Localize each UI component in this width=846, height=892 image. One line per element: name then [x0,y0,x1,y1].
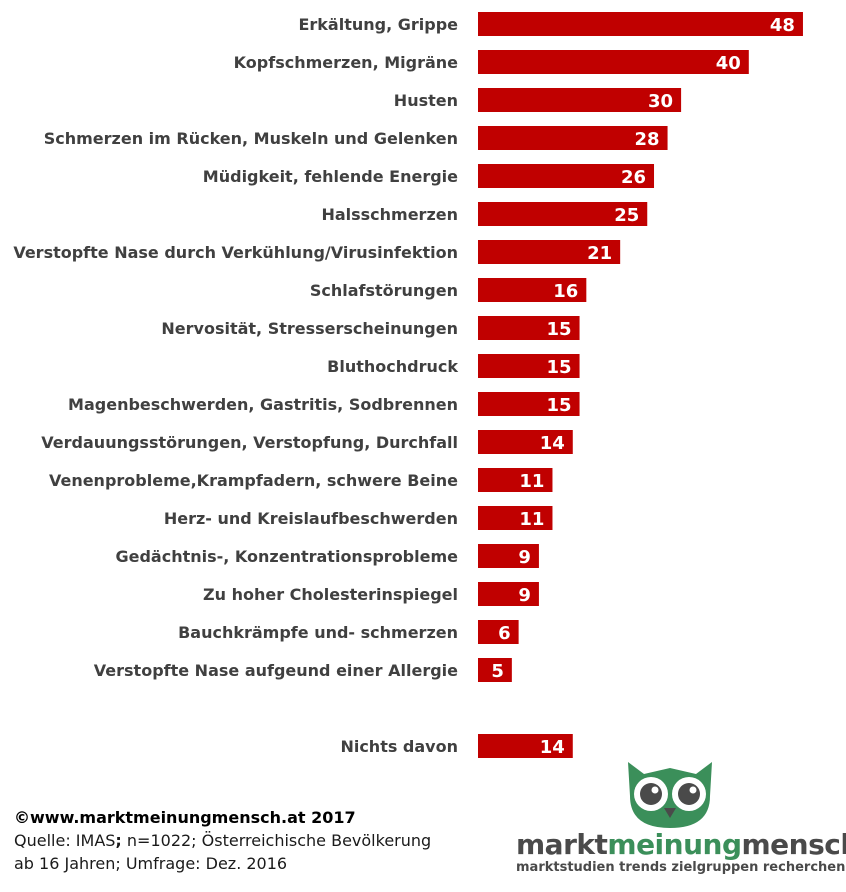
value-label: 6 [498,623,511,644]
bar [478,50,749,74]
category-label: Kopfschmerzen, Migräne [234,53,458,72]
brand-logo: marktmeinungmensch marktstudien trends z… [516,756,846,878]
bar [478,202,648,226]
bar [478,354,580,378]
source-label: Quelle: IMAS [14,831,116,850]
value-label: 9 [518,547,531,568]
category-label: Venenprobleme,Krampfadern, schwere Beine [49,471,458,490]
value-label: 21 [587,243,612,264]
value-label: 11 [519,471,544,492]
category-label: Zu hoher Cholesterinspiegel [203,585,458,604]
value-label: 5 [491,661,504,682]
bar [478,88,682,112]
value-label: 26 [621,167,646,188]
value-label: 48 [770,15,795,36]
bar [478,12,803,36]
value-label: 14 [540,433,565,454]
bar [478,506,553,530]
category-label: Bauchkrämpfe und- schmerzen [178,623,458,642]
category-label: Magenbeschwerden, Gastritis, Sodbrennen [68,395,458,414]
value-label: 16 [553,281,578,302]
bar [478,126,668,150]
bar [478,392,580,416]
source-line-2: ab 16 Jahren; Umfrage: Dez. 2016 [14,854,288,873]
value-label: 14 [540,737,565,758]
source-note: ©www.marktmeinungmensch.at 2017 Quelle: … [14,806,431,875]
bar [478,278,587,302]
value-label: 15 [546,319,571,340]
bar [478,620,519,644]
bar [478,544,539,568]
category-label: Nervosität, Stresserscheinungen [161,319,458,338]
bar [478,658,512,682]
category-label: Müdigkeit, fehlende Energie [203,167,458,186]
value-label: 25 [614,205,639,226]
category-label: Gedächtnis-, Konzentrationsprobleme [115,547,458,566]
bar [478,430,573,454]
category-label: Verstopfte Nase aufgeund einer Allergie [94,661,458,680]
source-details: n=1022; Österreichische Bevölkerung [121,831,432,850]
source-separator: ; [115,831,122,850]
bar [478,734,573,758]
value-label: 15 [546,357,571,378]
brand-tagline: marktstudien trends zielgruppen recherch… [516,860,846,875]
value-label: 11 [519,509,544,530]
value-label: 40 [716,53,741,74]
category-label: Bluthochdruck [327,357,458,376]
category-label: Husten [394,91,458,110]
category-label: Verdauungsstörungen, Verstopfung, Durchf… [41,433,458,452]
category-label: Halsschmerzen [321,205,458,224]
bar [478,316,580,340]
value-label: 15 [546,395,571,416]
category-label: Erkältung, Grippe [298,15,458,34]
bar [478,240,621,264]
value-label: 9 [518,585,531,606]
bar-chart: Erkältung, Grippe 48 Kopfschmerzen, Migrän… [13,12,803,758]
bar [478,468,553,492]
category-label: Herz- und Kreislaufbeschwerden [164,509,458,528]
category-label: Schmerzen im Rücken, Muskeln und Gelenke… [44,129,458,148]
source-line-1: Quelle: IMAS; n=1022; Österreichische Be… [14,829,431,852]
brand-wordmark: marktmeinungmensch [516,828,846,861]
value-label: 28 [634,129,659,150]
bar [478,582,539,606]
owl-icon [628,762,712,828]
category-label: Nichts davon [340,737,458,756]
category-label: Schlafstörungen [310,281,458,300]
category-label: Verstopfte Nase durch Verkühlung/Virusin… [13,243,458,262]
value-label: 30 [648,91,673,112]
copyright-text: ©www.marktmeinungmensch.at 2017 [14,808,356,827]
bar [478,164,655,188]
